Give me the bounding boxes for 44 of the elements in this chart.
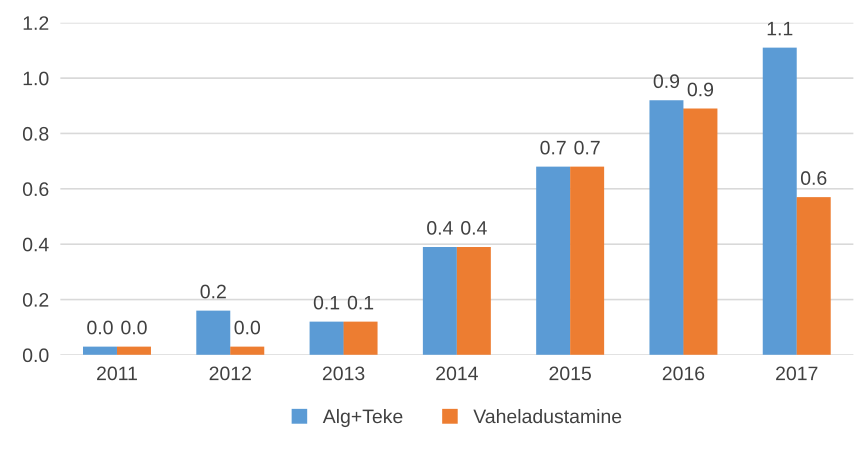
y-tick-label: 0.6 [22, 182, 48, 196]
data-label: 0.0 [87, 320, 113, 334]
y-tick-label: 1.0 [24, 72, 48, 86]
x-tick-label: 2016 [662, 366, 704, 380]
data-label: 0.4 [427, 221, 453, 235]
bar [422, 246, 457, 355]
bar [536, 166, 570, 355]
data-label: 0.9 [654, 74, 680, 88]
data-label: 1.1 [768, 22, 792, 36]
data-label: 0.2 [200, 284, 226, 298]
bar [796, 197, 831, 355]
bar [649, 100, 684, 355]
data-label: 0.6 [800, 171, 826, 185]
bar [344, 322, 378, 355]
data-label: 0.4 [461, 221, 487, 235]
bar [456, 246, 491, 355]
data-label: 0.0 [121, 320, 147, 334]
data-label: 0.1 [314, 296, 340, 310]
legend-label: Alg+Teke [322, 408, 402, 428]
bar [683, 108, 718, 355]
data-label: 0.7 [574, 140, 600, 155]
y-tick-label: 1.2 [24, 16, 48, 30]
legend-label: Vaheladustamine [473, 408, 622, 424]
bar [310, 322, 344, 355]
x-tick-label: 2014 [436, 366, 478, 380]
x-tick-label: 2011 [97, 366, 137, 380]
x-tick-label: 2012 [210, 366, 251, 380]
bar [570, 166, 604, 355]
bar [116, 346, 151, 355]
y-tick-label: 0.4 [22, 238, 49, 252]
x-tick-label: 2015 [550, 366, 591, 380]
y-tick-label: 0.8 [22, 126, 48, 141]
data-label: 0.7 [540, 140, 566, 155]
x-tick-label: 2017 [776, 366, 818, 380]
bar [196, 310, 230, 355]
bar [230, 346, 264, 355]
y-tick-label: 0.0 [22, 348, 48, 362]
y-tick-label: 0.2 [22, 293, 48, 307]
bar [83, 346, 117, 355]
bar [762, 48, 797, 355]
x-tick-label: 2013 [322, 366, 364, 380]
data-label: 0.0 [234, 320, 260, 334]
data-label: 0.9 [688, 82, 714, 96]
data-label: 0.1 [348, 296, 374, 310]
